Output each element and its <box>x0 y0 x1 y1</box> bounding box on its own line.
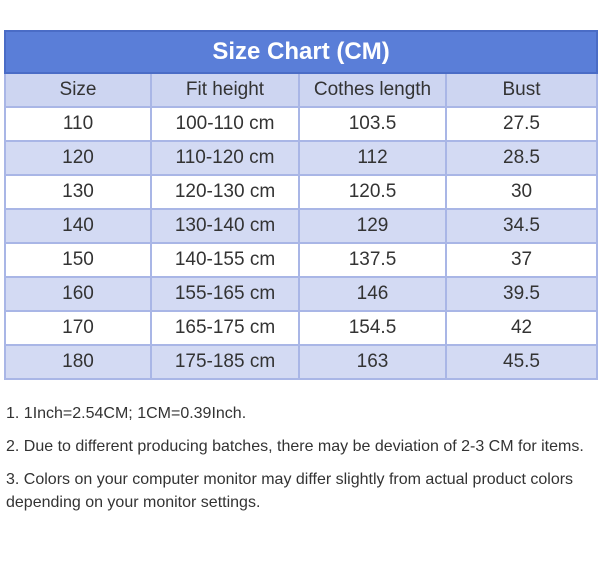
table-row: 130 120-130 cm 120.5 30 <box>4 174 599 210</box>
size-table: Size Chart (CM) Size Fit height Cothes len… <box>3 30 599 380</box>
table-cell: 27.5 <box>444 106 599 142</box>
table-body: Size Chart (CM) Size Fit height Cothes len… <box>3 30 599 380</box>
table-cell: 120.5 <box>298 174 447 210</box>
table-cell: 34.5 <box>444 208 599 244</box>
table-cell: 137.5 <box>298 242 447 278</box>
table-cell: 110 <box>4 106 152 142</box>
table-cell: 130 <box>4 174 152 210</box>
table-cell: 154.5 <box>298 310 447 346</box>
table-row: 160 155-165 cm 146 39.5 <box>4 276 599 312</box>
table-cell: 37 <box>444 242 599 278</box>
table-cell: 129 <box>298 208 447 244</box>
table-row: 140 130-140 cm 129 34.5 <box>4 208 599 244</box>
table-row: 170 165-175 cm 154.5 42 <box>4 310 599 346</box>
header-cell: Size <box>4 72 152 108</box>
table-cell: 42 <box>444 310 599 346</box>
header-cell: Bust <box>444 72 599 108</box>
note: 1. 1Inch=2.54CM; 1CM=0.39Inch. <box>6 405 247 422</box>
notes: 1. 1Inch=2.54CM; 1CM=0.39Inch. 2. Due to … <box>6 402 594 524</box>
table-cell: 180 <box>4 344 152 380</box>
table-cell: 120-130 cm <box>150 174 300 210</box>
table-cell: 103.5 <box>298 106 447 142</box>
table-cell: 155-165 cm <box>150 276 300 312</box>
table-cell: 130-140 cm <box>150 208 300 244</box>
table-row: 110 100-110 cm 103.5 27.5 <box>4 106 599 142</box>
table-cell: 140 <box>4 208 152 244</box>
table-cell: 110-120 cm <box>150 140 300 176</box>
header-cell: Fit height <box>150 72 300 108</box>
table-cell: 30 <box>444 174 599 210</box>
table-cell: 100-110 cm <box>150 106 300 142</box>
note: 3. Colors on your computer monitor may d… <box>6 471 574 511</box>
table-cell: 170 <box>4 310 152 346</box>
table-cell: 39.5 <box>444 276 599 312</box>
note: 2. Due to different producing batches, t… <box>6 438 584 455</box>
title-row: Size Chart (CM) <box>3 30 599 74</box>
header-cell: Cothes length <box>298 72 447 108</box>
table-cell: 163 <box>298 344 447 380</box>
table-cell: 150 <box>4 242 152 278</box>
table-cell: 120 <box>4 140 152 176</box>
table-title: Size Chart (CM) <box>3 30 599 74</box>
header-row: Size Fit height Cothes length Bust <box>4 72 599 108</box>
table-cell: 140-155 cm <box>150 242 300 278</box>
table-row: 120 110-120 cm 112 28.5 <box>4 140 599 176</box>
table-row: 180 175-185 cm 163 45.5 <box>4 344 599 380</box>
table-cell: 165-175 cm <box>150 310 300 346</box>
table-row: 150 140-155 cm 137.5 37 <box>4 242 599 278</box>
table-cell: 160 <box>4 276 152 312</box>
table-cell: 175-185 cm <box>150 344 300 380</box>
table-cell: 45.5 <box>444 344 599 380</box>
table-cell: 28.5 <box>444 140 599 176</box>
table-cell: 146 <box>298 276 447 312</box>
table-cell: 112 <box>298 140 447 176</box>
